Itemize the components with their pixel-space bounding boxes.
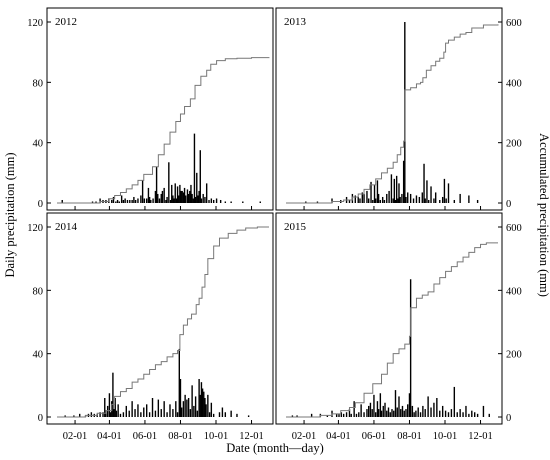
accumulated-precipitation-line [286, 242, 498, 418]
y2-tick-label: 600 [506, 223, 522, 234]
x-tick-label: 06-01 [133, 431, 158, 442]
y2-tick-label: 200 [506, 139, 522, 150]
y-tick-label: 80 [33, 78, 44, 89]
x-tick-label: 06-01 [362, 431, 387, 442]
panel-2014: 2014 0 40 80 120 02-01 04-01 06-01 08-01 10-01 12-… [27, 212, 274, 442]
panel-2012: 2012 0 40 80 120 [27, 7, 274, 211]
y-tick-label: 120 [27, 18, 43, 29]
panel-year-label: 2014 [55, 221, 78, 233]
y-tick-label: 80 [33, 286, 44, 297]
accumulated-precipitation-line [57, 57, 270, 204]
y-axis-title: Daily precipitation (mm) [3, 153, 17, 278]
y2-tick-label: 400 [506, 286, 522, 297]
y-tick-label: 40 [33, 350, 44, 361]
x-tick-label: 04-01 [326, 431, 351, 442]
x-tick-label: 08-01 [168, 431, 193, 442]
y-tick-label: 0 [38, 413, 43, 424]
panel-year-label: 2012 [55, 16, 77, 28]
accumulated-precipitation-line [57, 226, 269, 418]
x-tick-label: 10-01 [433, 431, 458, 442]
panel-2013: 2013 0 200 400 600 [275, 7, 522, 211]
y2-tick-label: 600 [506, 18, 522, 29]
y2-axis-title: Accumulated precipitation (mm) [537, 133, 550, 297]
y-tick-label: 120 [27, 223, 43, 234]
panel-frame [46, 212, 274, 425]
panel-year-label: 2013 [284, 16, 307, 28]
y2-tick-label: 0 [506, 199, 511, 210]
accumulated-precipitation-line [286, 24, 499, 204]
panel-year-label: 2015 [284, 221, 307, 233]
x-tick-label: 12-01 [239, 431, 264, 442]
panel-frame [275, 212, 503, 425]
panel-frame [46, 7, 274, 211]
x-tick-label: 10-01 [204, 431, 229, 442]
y-tick-label: 40 [33, 139, 44, 150]
panel-frame [275, 7, 503, 211]
y-tick-label: 0 [38, 199, 43, 210]
y2-tick-label: 0 [506, 413, 511, 424]
y2-tick-label: 400 [506, 78, 522, 89]
x-tick-label: 04-01 [97, 431, 122, 442]
panel-2015: 2015 0 200 400 600 02-01 04-01 06-01 08-01 10-01 1… [275, 212, 522, 442]
x-axis-title: Date (month—day) [226, 441, 324, 455]
y2-tick-label: 200 [506, 350, 522, 361]
x-tick-label: 02-01 [292, 431, 317, 442]
x-tick-label: 08-01 [397, 431, 422, 442]
x-tick-label: 02-01 [63, 431, 88, 442]
x-tick-label: 12-01 [468, 431, 493, 442]
